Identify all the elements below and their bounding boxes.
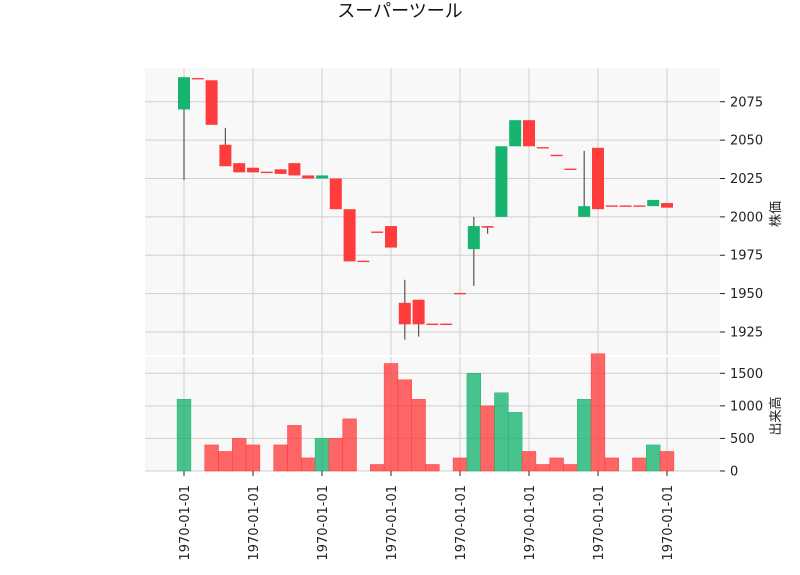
price-tick-label: 2025 <box>730 172 763 187</box>
volume-bar <box>632 457 647 472</box>
volume-bar <box>397 379 412 472</box>
volume-bar <box>494 392 509 472</box>
volume-tick-label: 0 <box>730 465 738 480</box>
chart-title: スーパーツール <box>337 1 462 22</box>
volume-bar <box>245 444 261 472</box>
volume-bar <box>659 451 675 472</box>
x-tick-label: 1970-01-01 <box>661 485 676 561</box>
volume-bars <box>176 353 675 472</box>
volume-bar <box>176 399 192 472</box>
candle-body <box>647 199 660 207</box>
candle-body <box>302 175 315 179</box>
price-candles <box>178 77 673 340</box>
volume-bar <box>273 444 288 472</box>
volume-bar <box>521 451 537 472</box>
x-tick-label: 1970-01-01 <box>385 485 400 561</box>
volume-bar <box>563 464 578 472</box>
volume-tick-label: 1500 <box>730 367 763 382</box>
volume-bar <box>646 444 661 472</box>
candle-body <box>329 178 342 210</box>
candle-body <box>619 205 632 207</box>
price-panel-background <box>145 68 720 355</box>
volume-bar <box>508 412 523 472</box>
candle-body <box>288 163 301 176</box>
candle-body <box>219 144 232 167</box>
volume-bar <box>218 451 233 472</box>
price-tick-label: 1975 <box>730 249 763 264</box>
x-tick-label: 1970-01-01 <box>454 485 469 561</box>
candle-body <box>371 231 384 233</box>
volume-bar <box>232 438 247 472</box>
volume-bar <box>577 399 592 472</box>
volume-bar <box>425 464 440 472</box>
volume-bar <box>383 363 399 472</box>
volume-bar <box>287 425 302 472</box>
volume-bar <box>604 457 619 472</box>
candle-body <box>523 120 535 147</box>
candle-body <box>495 146 508 217</box>
volume-bar <box>301 457 316 472</box>
candle-body <box>578 206 591 217</box>
volume-bar <box>411 399 426 472</box>
candle-body <box>191 78 204 80</box>
volume-bar <box>314 438 330 472</box>
volume-bar <box>535 464 550 472</box>
x-tick-label: 1970-01-01 <box>592 485 607 561</box>
x-tick-label: 1970-01-01 <box>523 485 538 561</box>
price-tick-label: 1950 <box>730 287 763 302</box>
candle-body <box>426 323 439 326</box>
volume-bar <box>342 418 357 472</box>
candle-body <box>661 203 673 208</box>
candle-body <box>343 209 356 262</box>
volume-bar <box>204 444 219 472</box>
candle-body <box>274 169 287 174</box>
candle-body <box>605 205 618 207</box>
volume-tick-label: 1000 <box>730 399 763 414</box>
candle-body <box>467 226 480 250</box>
candle-body <box>509 120 522 147</box>
volume-bar <box>466 373 481 472</box>
x-tick-label: 1970-01-01 <box>316 485 331 561</box>
candle-body <box>247 167 259 173</box>
volume-axis-label: 出来高 <box>768 396 784 435</box>
volume-bar <box>328 438 343 472</box>
x-tick-label: 1970-01-01 <box>247 485 262 561</box>
candle-body <box>178 77 190 110</box>
volume-tick-label: 500 <box>730 432 755 447</box>
candle-body <box>412 299 425 325</box>
volume-bar <box>590 353 606 472</box>
candle-body <box>316 175 328 179</box>
volume-bar <box>452 457 468 472</box>
x-tick-label: 1970-01-01 <box>178 485 193 561</box>
candle-body <box>481 226 494 228</box>
candle-body <box>440 323 453 326</box>
volume-bar <box>549 457 564 472</box>
candle-body <box>260 171 273 174</box>
candle-body <box>398 302 411 325</box>
candle-body <box>633 205 646 207</box>
candle-body <box>233 163 246 173</box>
candle-body <box>357 260 370 263</box>
candle-body <box>550 154 563 157</box>
price-tick-label: 2075 <box>730 95 763 110</box>
volume-bar <box>370 464 385 472</box>
candle-body <box>454 292 466 295</box>
volume-bar <box>480 405 495 472</box>
candle-body <box>536 147 549 149</box>
candle-body <box>385 226 397 248</box>
price-axis-label: 株価 <box>769 201 784 227</box>
price-tick-label: 1925 <box>730 325 763 340</box>
candle-body <box>564 168 577 170</box>
price-tick-label: 2050 <box>730 134 763 149</box>
price-tick-label: 2000 <box>730 210 763 225</box>
candle-body <box>205 80 218 125</box>
axes: 1925 1950 1975 2000 2025 2050 2075 0 500 1000 1500… <box>178 95 763 560</box>
candle-body <box>592 147 604 210</box>
